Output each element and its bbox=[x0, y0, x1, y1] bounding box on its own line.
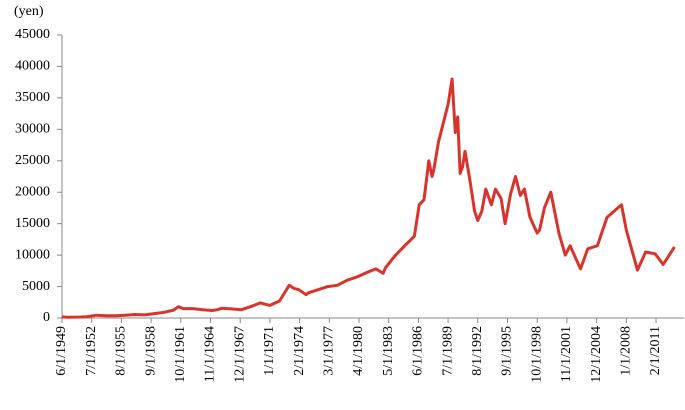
y-tick-label: 45000 bbox=[15, 27, 50, 42]
x-tick-label: 3/1/1977 bbox=[322, 326, 337, 376]
x-tick-label: 2/1/2011 bbox=[648, 326, 663, 375]
x-tick-label: 6/1/1949 bbox=[54, 326, 69, 376]
x-tick-label: 1/1/1971 bbox=[262, 326, 277, 376]
y-tick-label: 35000 bbox=[15, 90, 50, 105]
x-tick-label: 5/1/1983 bbox=[381, 326, 396, 376]
y-tick-label: 40000 bbox=[15, 59, 50, 74]
x-tick-label: 12/1/1967 bbox=[232, 326, 247, 383]
data-line bbox=[61, 77, 676, 319]
x-tick-label: 4/1/1980 bbox=[351, 326, 366, 376]
y-tick-label: 30000 bbox=[15, 122, 50, 137]
x-tick-label: 10/1/1998 bbox=[529, 326, 544, 383]
x-tick-label: 11/1/1964 bbox=[203, 326, 218, 382]
x-tick-label: 6/1/1986 bbox=[411, 326, 426, 376]
y-tick-label: 20000 bbox=[15, 184, 50, 199]
x-tick-label: 11/1/2001 bbox=[559, 326, 574, 382]
x-tick-label: 2/1/1974 bbox=[292, 326, 307, 376]
x-tick-label: 7/1/1952 bbox=[84, 326, 99, 376]
y-tick-label: 15000 bbox=[15, 216, 50, 231]
x-tick-label: 10/1/1961 bbox=[173, 326, 188, 383]
x-tick-label: 1/1/2008 bbox=[619, 326, 634, 376]
y-tick-label: 0 bbox=[43, 310, 50, 325]
y-tick-label: 10000 bbox=[15, 247, 50, 262]
x-tick-label: 9/1/1958 bbox=[143, 326, 158, 376]
y-tick-label: 25000 bbox=[15, 153, 50, 168]
x-tick-label: 12/1/2004 bbox=[589, 326, 604, 383]
x-tick-label: 7/1/1989 bbox=[440, 326, 455, 376]
x-tick-label: 8/1/1955 bbox=[114, 326, 129, 376]
y-tick-label: 5000 bbox=[22, 279, 50, 294]
x-tick-label: 8/1/1992 bbox=[470, 326, 485, 376]
x-tick-label: 9/1/1995 bbox=[500, 326, 515, 376]
y-axis-label: (yen) bbox=[14, 4, 44, 19]
